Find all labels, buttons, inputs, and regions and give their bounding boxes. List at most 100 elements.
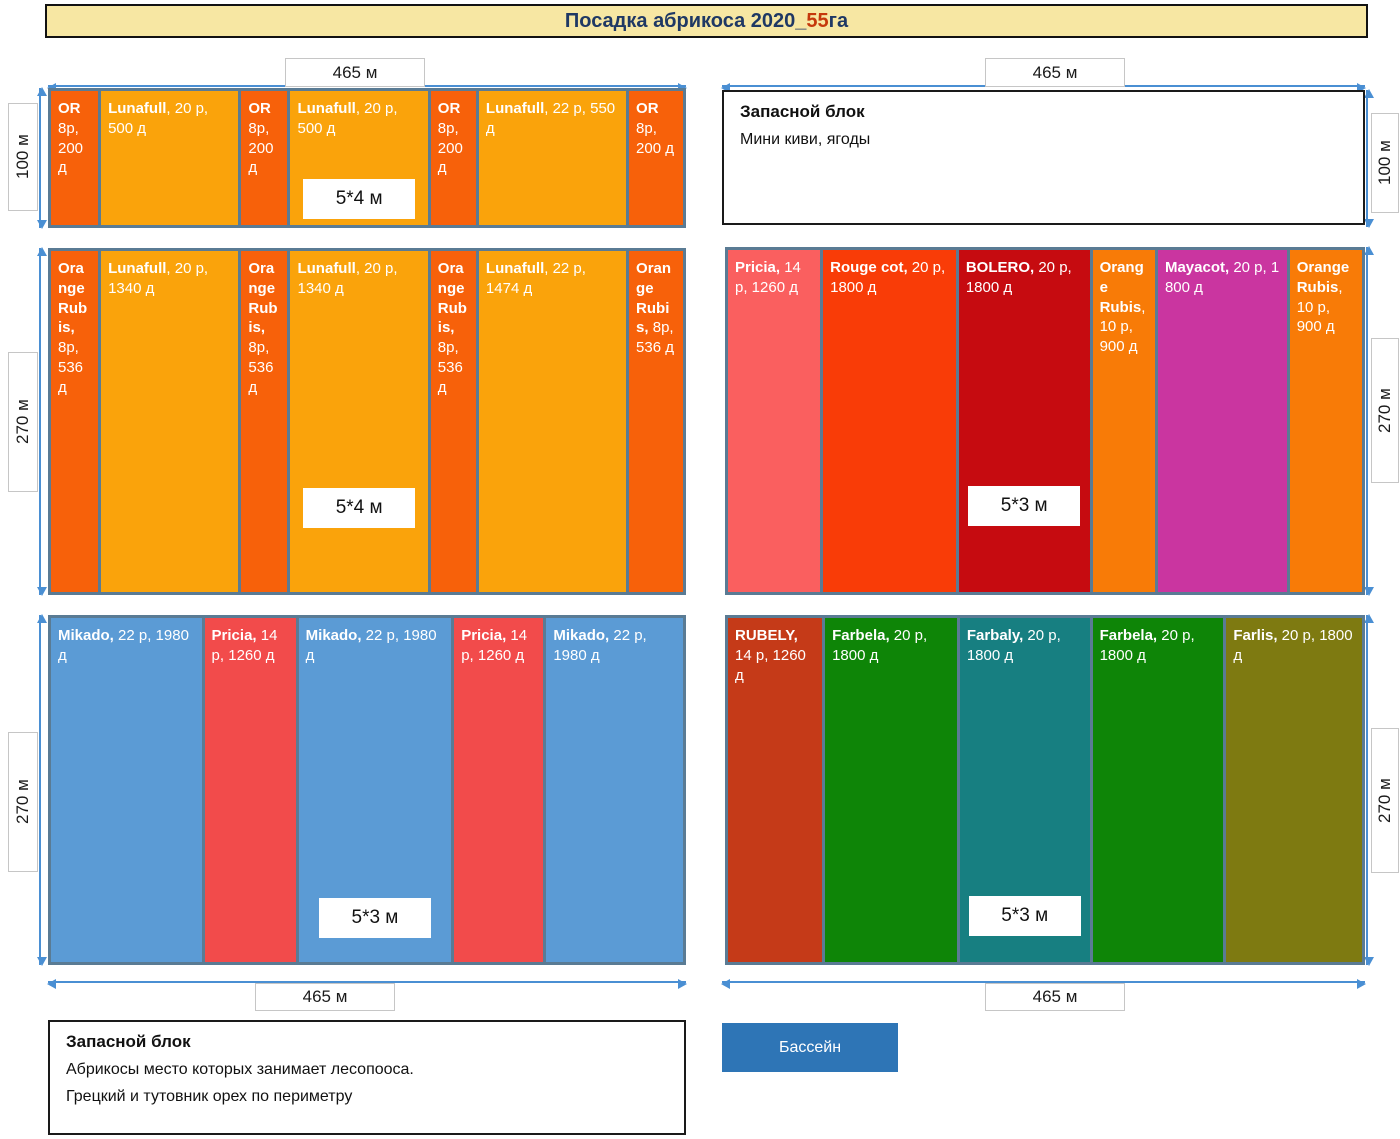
block-lunafull: Lunafull, 20 р, 500 д	[101, 91, 239, 225]
block-label: Farbela, 20 р, 1800 д	[1099, 627, 1195, 664]
block-pricia: Pricia, 14 р, 1260 д	[204, 618, 296, 962]
tree-spacing-label: 5*3 м	[968, 486, 1081, 526]
height-arrow-270-mid-right	[1364, 246, 1374, 596]
height-arrow-270-bottom-left	[37, 614, 47, 966]
block-pricia: Pricia, 14 р, 1260 д	[454, 618, 544, 962]
block-orange-rubis: Orange Rubis, 10 р, 900 д	[1289, 250, 1362, 592]
block-lunafull: Lunafull, 20 р, 500 д 5*4 м	[290, 91, 428, 225]
page-title: Посадка абрикоса 2020_ 55 га	[45, 4, 1368, 38]
block-mikado: Mikado, 22 р, 1980 д	[51, 618, 202, 962]
block-label: OR 8р, 200 д	[248, 100, 274, 177]
block-farbela: Farbela, 20 р, 1800 д	[825, 618, 957, 962]
block-orange-rubis: Orange Rubis, 8р, 536 д	[241, 251, 288, 592]
block-label: Lunafull, 22 р, 1474 д	[485, 260, 586, 297]
block-label: Mikado, 22 р, 1980 д	[553, 627, 647, 664]
quadrant-middle-right: Pricia, 14 р, 1260 д Rouge cot, 20 р, 180…	[725, 247, 1365, 595]
block-label: Orange Rubis, 8р, 536 д	[248, 260, 278, 396]
block-farbela: Farbela, 20 р, 1800 д	[1092, 618, 1224, 962]
block-label: Lunafull, 20 р, 1340 д	[108, 260, 209, 297]
block-farlis: Farlis, 20 р, 1800 д	[1226, 618, 1362, 962]
height-arrow-270-bottom-right	[1364, 614, 1374, 966]
block-label: Pricia, 14 р, 1260 д	[211, 627, 278, 664]
block-farbaly: Farbaly, 20 р, 1800 д 5*3 м	[959, 618, 1090, 962]
quadrant-middle-left: Orange Rubis, 8р, 536 д Lunafull, 20 р, 1…	[48, 248, 686, 595]
title-prefix: Посадка абрикоса 2020_	[564, 9, 807, 32]
block-label: Farlis, 20 р, 1800 д	[1233, 627, 1353, 664]
block-label: Lunafull, 22 р, 550 д	[485, 100, 616, 137]
quadrant-bottom-left: Mikado, 22 р, 1980 д Pricia, 14 р, 1260 д…	[48, 615, 686, 965]
block-label: OR 8р, 200 д	[437, 100, 463, 177]
tree-spacing-label: 5*4 м	[303, 488, 416, 528]
block-or: OR 8р, 200 д	[629, 91, 683, 225]
block-label: RUBELY, 14 р, 1260 д	[735, 627, 806, 684]
reserve-block-top: Запасной блок Мини киви, ягоды	[722, 90, 1365, 225]
block-label: Farbaly, 20 р, 1800 д	[966, 627, 1061, 664]
block-or: OR 8р, 200 д	[51, 91, 99, 225]
dim-label-465-bottom-left: 465 м	[255, 983, 395, 1011]
block-label: Orange Rubis, 8р, 536 д	[58, 260, 88, 396]
block-label: Orange Rubis, 10 р, 900 д	[1099, 259, 1146, 356]
block-label: Mayacot, 20 р, 1 800 д	[1164, 259, 1280, 296]
block-label: Rouge cot, 20 р, 1800 д	[830, 259, 946, 296]
reserve-bottom-line2: Грецкий и тутовник орех по периметру	[66, 1088, 353, 1106]
block-label: Orange Rubis, 10 р, 900 д	[1296, 259, 1350, 336]
block-label: OR 8р, 200 д	[636, 100, 674, 157]
reserve-top-line: Мини киви, ягоды	[740, 131, 871, 148]
title-area-value: 55	[806, 9, 829, 32]
block-label: Orange Rubis, 8р, 536 д	[437, 260, 467, 396]
block-label: Orange Rubis, 8р, 536 д	[636, 260, 674, 357]
block-or: OR 8р, 200 д	[430, 91, 476, 225]
dim-label-465-top-right: 465 м	[985, 58, 1125, 87]
block-rubely: RUBELY, 14 р, 1260 д	[728, 618, 823, 962]
quadrant-bottom-right: RUBELY, 14 р, 1260 д Farbela, 20 р, 1800 …	[725, 615, 1365, 965]
block-rouge-cot: Rouge cot, 20 р, 1800 д	[823, 250, 956, 592]
block-lunafull: Lunafull, 20 р, 1340 д	[101, 251, 239, 592]
height-arrow-100-right	[1364, 89, 1374, 228]
block-orange-rubis: Orange Rubis, 8р, 536 д	[430, 251, 476, 592]
block-label: Lunafull, 20 р, 500 д	[108, 100, 209, 137]
block-label: Mikado, 22 р, 1980 д	[305, 627, 437, 664]
quadrant-top-left: OR 8р, 200 д Lunafull, 20 р, 500 д OR 8р, …	[48, 88, 686, 228]
pool-block: Бассейн	[722, 1023, 898, 1072]
block-mikado: Mikado, 22 р, 1980 д	[546, 618, 684, 962]
reserve-bottom-line1: Абрикосы место которых занимает лесопоос…	[66, 1061, 414, 1078]
block-label: OR 8р, 200 д	[58, 100, 84, 177]
block-lunafull: Lunafull, 20 р, 1340 д 5*4 м	[290, 251, 428, 592]
dim-label-465-bottom-right: 465 м	[985, 983, 1125, 1011]
block-label: Lunafull, 20 р, 1340 д	[297, 260, 398, 297]
block-pricia: Pricia, 14 р, 1260 д	[728, 250, 821, 592]
block-lunafull: Lunafull, 22 р, 1474 д	[478, 251, 627, 592]
block-orange-rubis: Orange Rubis, 8р, 536 д	[629, 251, 683, 592]
block-orange-rubis: Orange Rubis, 8р, 536 д	[51, 251, 99, 592]
block-label: Pricia, 14 р, 1260 д	[735, 259, 801, 296]
reserve-bottom-title: Запасной блок	[66, 1032, 191, 1051]
block-mayacot: Mayacot, 20 р, 1 800 д	[1157, 250, 1287, 592]
dim-label-100-left: 100 м	[8, 103, 38, 211]
block-bolero: BOLERO, 20 р, 1800 д 5*3 м	[958, 250, 1090, 592]
width-arrow-bottom-left	[47, 979, 687, 989]
block-orange-rubis: Orange Rubis, 10 р, 900 д	[1092, 250, 1155, 592]
tree-spacing-label: 5*4 м	[303, 179, 416, 219]
block-or: OR 8р, 200 д	[241, 91, 288, 225]
block-lunafull: Lunafull, 22 р, 550 д	[478, 91, 627, 225]
height-arrow-270-mid-left	[37, 247, 47, 596]
block-label: Lunafull, 20 р, 500 д	[297, 100, 398, 137]
block-mikado: Mikado, 22 р, 1980 д 5*3 м	[298, 618, 452, 962]
dim-label-270-bottom-right: 270 м	[1371, 728, 1399, 873]
block-label: BOLERO, 20 р, 1800 д	[965, 259, 1072, 296]
tree-spacing-label: 5*3 м	[968, 896, 1081, 936]
height-arrow-100-left	[37, 87, 47, 229]
dim-label-270-bottom-left: 270 м	[8, 732, 38, 872]
dim-label-100-right: 100 м	[1371, 113, 1399, 213]
dim-label-465-top-left: 465 м	[285, 58, 425, 87]
block-label: Mikado, 22 р, 1980 д	[58, 627, 189, 664]
block-label: Farbela, 20 р, 1800 д	[832, 627, 928, 664]
reserve-top-title: Запасной блок	[740, 102, 865, 121]
pool-label: Бассейн	[778, 1038, 842, 1056]
width-arrow-bottom-right	[721, 979, 1366, 989]
dim-label-270-mid-right: 270 м	[1371, 338, 1399, 483]
reserve-block-bottom: Запасной блок Абрикосы место которых зан…	[48, 1020, 686, 1135]
dim-label-270-mid-left: 270 м	[8, 352, 38, 492]
tree-spacing-label: 5*3 м	[318, 898, 431, 938]
